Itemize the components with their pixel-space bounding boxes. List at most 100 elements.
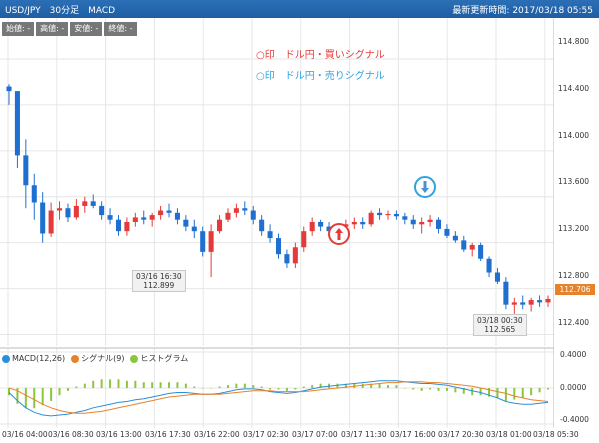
histogram-bar [521, 388, 524, 399]
buy-signal-marker[interactable] [328, 223, 350, 245]
signal-legend: ○印 ドル円・買いシグナル ○印 ドル円・売りシグナル [256, 46, 385, 82]
histogram-bar [58, 388, 61, 396]
price-tick: 114.800 [558, 37, 590, 46]
candle [82, 201, 88, 206]
candle [528, 300, 534, 305]
histogram-bar [8, 388, 10, 396]
candle [511, 302, 517, 305]
histogram-bar [504, 388, 507, 401]
histogram-bar [302, 386, 305, 388]
candle [452, 235, 458, 241]
candle [149, 215, 155, 220]
time-tick: 03/17 02:30 [243, 430, 289, 439]
candle [166, 210, 172, 213]
close-cell: 終値: - [104, 22, 137, 36]
histogram-bar [370, 383, 373, 388]
histogram-bar [176, 382, 179, 388]
candle [225, 212, 231, 220]
price-chart[interactable] [0, 18, 554, 433]
histogram-bar [50, 388, 53, 401]
candle [183, 219, 189, 227]
macd-legend-label: MACD(12,26) [12, 354, 66, 363]
price-tick: 112.400 [558, 318, 590, 327]
candle [174, 212, 180, 220]
arrow-down-icon [421, 181, 429, 193]
histogram-bar [100, 379, 103, 388]
candle [402, 216, 408, 220]
candle [65, 208, 71, 218]
candle [14, 91, 20, 156]
candle [494, 272, 500, 282]
macd-tick: 0.0000 [560, 383, 587, 392]
histogram-bar [437, 388, 440, 391]
time-tick: 03/17 20:30 [438, 430, 484, 439]
candle [250, 210, 256, 220]
histogram-bar [420, 388, 423, 391]
candle [73, 205, 79, 218]
last-price-label: 112.706 [555, 284, 595, 295]
candle [385, 213, 391, 216]
candle [191, 226, 197, 232]
candle [309, 222, 315, 232]
chart-header: USD/JPY 30分足 MACD 最新更新時間: 2017/03/18 05:… [0, 0, 599, 18]
candle [242, 208, 248, 211]
histogram-bar [513, 388, 516, 400]
candle [40, 202, 46, 234]
candle [141, 217, 147, 220]
candle [410, 219, 416, 225]
histogram-bar [151, 382, 154, 388]
time-tick: 03/16 08:30 [48, 430, 94, 439]
low-cell: 安値: - [70, 22, 103, 36]
candle [444, 228, 450, 236]
histogram-bar [109, 379, 112, 388]
candle [132, 217, 138, 222]
histogram-bar [538, 388, 541, 393]
histogram-bar [547, 388, 549, 390]
macd-legend: MACD(12,26) シグナル(9) ヒストグラム [2, 353, 194, 364]
histogram-bar [252, 385, 255, 388]
time-tick: 03/18 05:30 [533, 430, 579, 439]
candle [545, 298, 551, 303]
candle [461, 240, 467, 250]
histogram-bar [361, 383, 364, 388]
histogram-bar [134, 380, 137, 388]
histogram-bar [226, 385, 229, 388]
time-tick: 03/17 11:30 [341, 430, 387, 439]
high-cell: 高値: - [36, 22, 69, 36]
histogram-bar [66, 388, 69, 391]
chart-title: USD/JPY 30分足 MACD [5, 6, 116, 16]
histogram-bar [462, 388, 465, 394]
histogram-bar [488, 388, 491, 397]
candle [301, 231, 307, 248]
signal-line [8, 381, 549, 414]
histogram-bar [142, 382, 145, 388]
histogram-legend-label: ヒストグラム [140, 354, 189, 363]
histogram-bar [210, 388, 213, 389]
histogram-bar [125, 380, 128, 388]
candle [284, 254, 290, 264]
time-tick: 03/18 01:00 [486, 430, 532, 439]
candle [115, 219, 122, 232]
candle [200, 231, 206, 252]
candle [99, 205, 105, 216]
histogram-bar [285, 388, 288, 391]
candle [158, 210, 164, 216]
macd-line [8, 380, 549, 417]
candle [57, 208, 63, 211]
histogram-bar [471, 388, 474, 396]
candle [6, 86, 12, 92]
candle [393, 213, 399, 217]
time-tick: 03/16 13:00 [96, 430, 142, 439]
low-callout: 03/16 16:30 112.899 [132, 270, 186, 292]
price-tick: 114.000 [558, 131, 590, 140]
candle [520, 302, 526, 305]
histogram-dot [130, 354, 139, 363]
candle [267, 231, 273, 239]
sell-signal-marker[interactable] [414, 176, 436, 198]
price-tick: 113.600 [558, 177, 590, 186]
ohlc-bar: 始値: - 高値: - 安値: - 終値: - [2, 22, 139, 36]
histogram-bar [496, 388, 499, 399]
candle [48, 210, 54, 234]
time-tick: 03/16 17:30 [145, 430, 191, 439]
candle [275, 238, 282, 255]
